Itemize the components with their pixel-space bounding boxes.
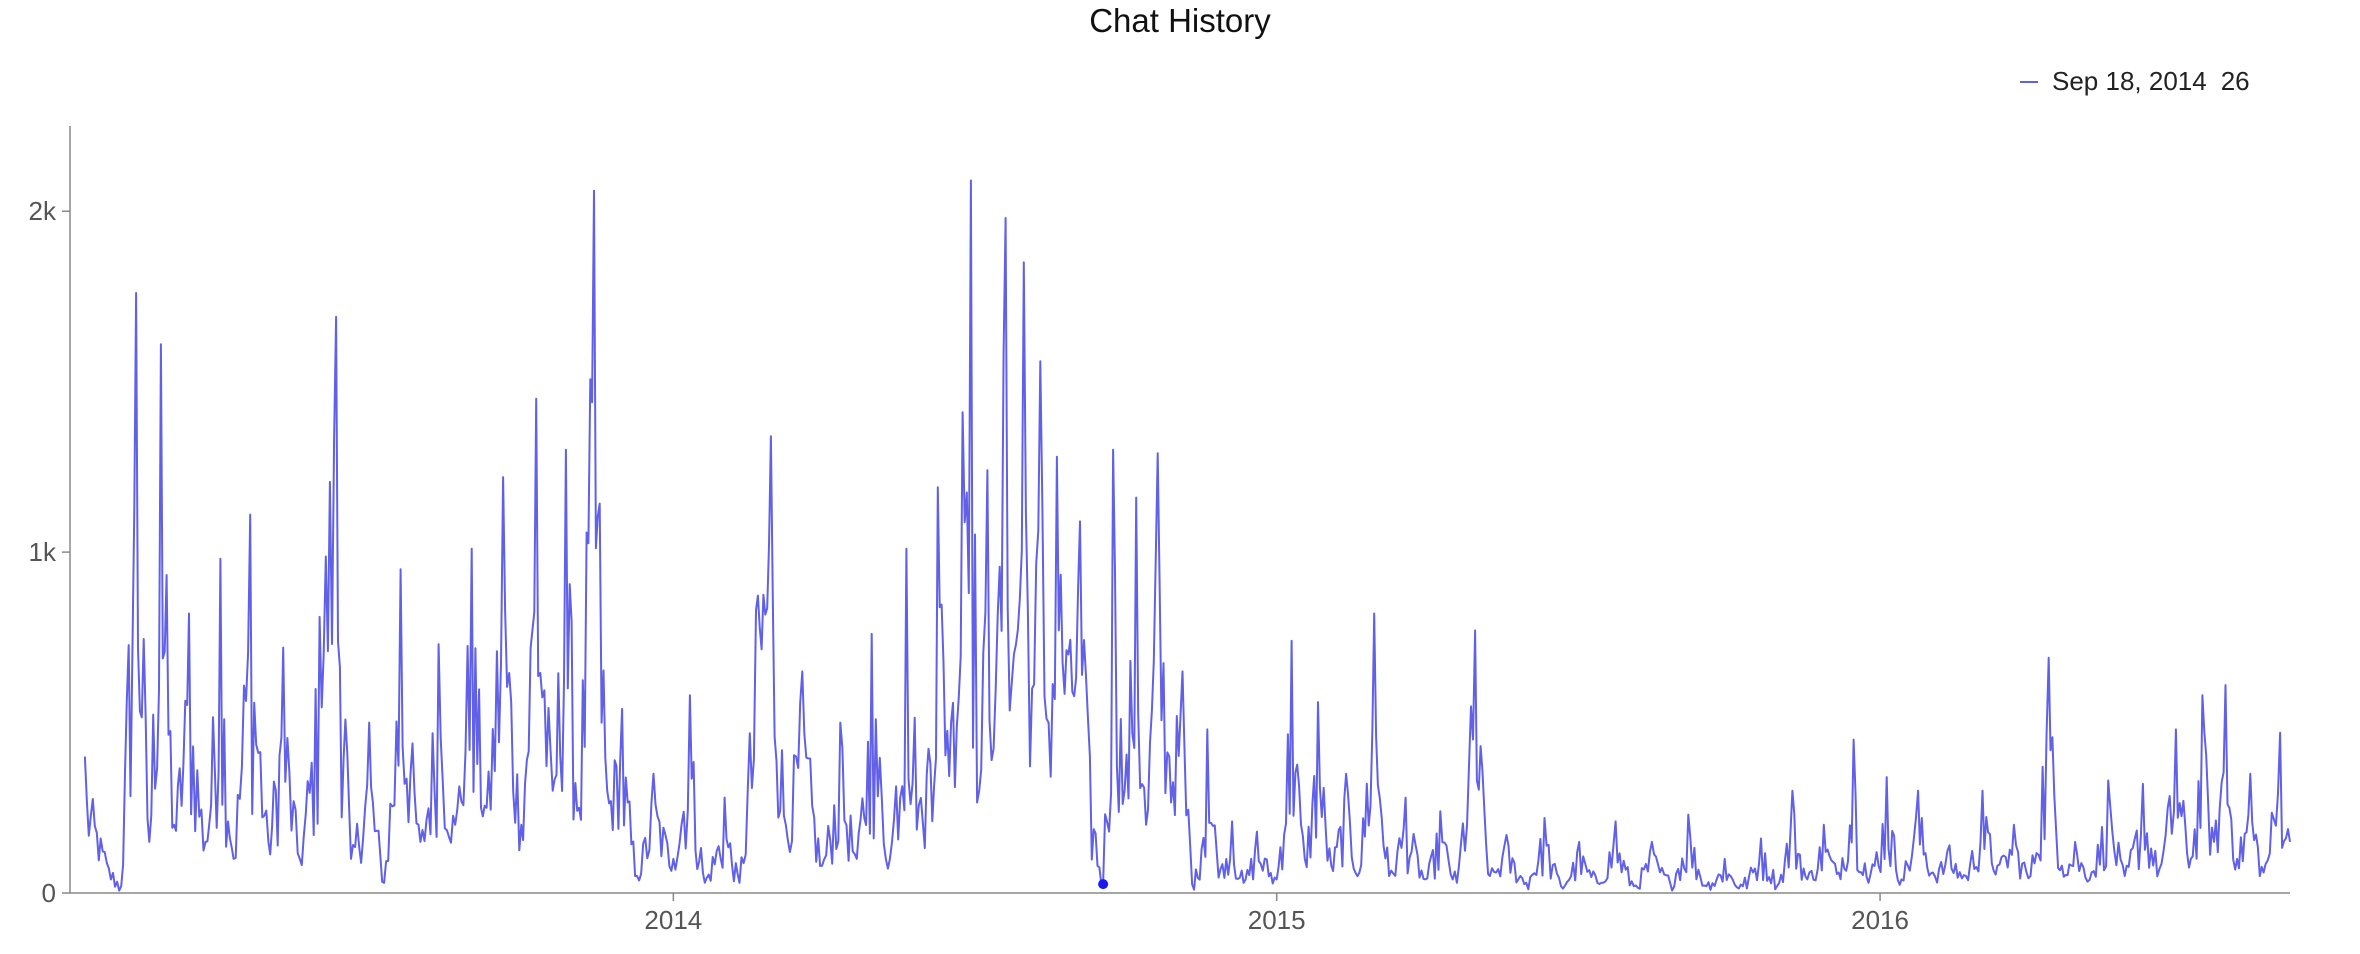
axes [62, 126, 2290, 901]
tick-labels: 0 1k 2k 2014 2015 2016 [29, 196, 1909, 935]
y-tick-label: 0 [42, 878, 56, 908]
legend-date-label: Sep 18, 2014 [2052, 66, 2207, 96]
chart-title: Chat History [1089, 2, 1271, 39]
highlight-point [1098, 879, 1109, 890]
legend-value-label: 26 [2220, 66, 2250, 96]
series-line [83, 179, 2291, 892]
x-tick-label: 2016 [1851, 905, 1909, 935]
chart-legend: Sep 18, 2014 26 [2020, 66, 2250, 97]
series-layer [83, 179, 2291, 892]
y-tick-label: 2k [29, 196, 57, 226]
x-tick-label: 2014 [644, 905, 702, 935]
y-tick-label: 1k [29, 537, 57, 567]
x-tick-label: 2015 [1248, 905, 1306, 935]
legend-swatch [2020, 80, 2038, 83]
